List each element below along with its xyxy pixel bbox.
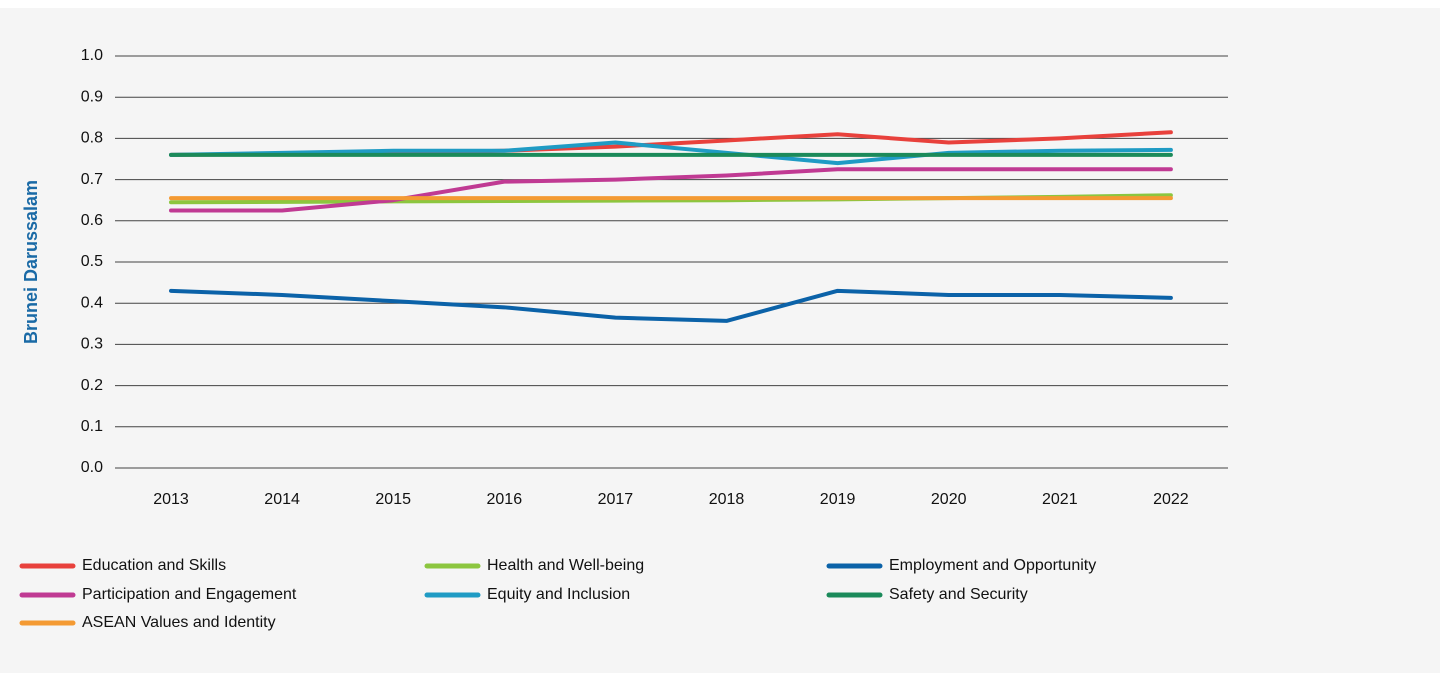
- x-tick-label: 2020: [931, 491, 967, 508]
- y-tick-label: 0.9: [81, 88, 103, 105]
- y-tick-label: 0.8: [81, 130, 103, 147]
- x-tick-label: 2014: [264, 491, 300, 508]
- series-line: [169, 288, 1173, 323]
- legend-label: ASEAN Values and Identity: [82, 614, 276, 631]
- legend-label: Health and Well-being: [487, 557, 644, 574]
- y-tick-label: 0.0: [81, 459, 103, 476]
- y-tick-label: 1.0: [81, 47, 103, 64]
- x-tick-label: 2019: [820, 491, 856, 508]
- background: [0, 8, 1440, 673]
- x-tick-label: 2016: [487, 491, 523, 508]
- legend-label: Safety and Security: [889, 586, 1028, 603]
- y-tick-label: 0.1: [81, 418, 103, 435]
- y-tick-label: 0.5: [81, 253, 103, 270]
- y-tick-label: 0.2: [81, 377, 103, 394]
- y-tick-label: 0.3: [81, 336, 103, 353]
- legend-label: Employment and Opportunity: [889, 557, 1096, 574]
- legend-label: Equity and Inclusion: [487, 586, 630, 603]
- x-tick-label: 2013: [153, 491, 189, 508]
- series-line: [169, 140, 1173, 166]
- x-tick-label: 2021: [1042, 491, 1078, 508]
- y-tick-label: 0.6: [81, 212, 103, 229]
- series-line: [169, 167, 1173, 213]
- y-axis-label: Brunei Darussalam: [21, 180, 41, 344]
- legend-label: Participation and Engagement: [82, 586, 297, 603]
- y-tick-label: 0.7: [81, 171, 103, 188]
- x-tick-label: 2015: [375, 491, 411, 508]
- x-tick-label: 2022: [1153, 491, 1189, 508]
- x-tick-label: 2017: [598, 491, 634, 508]
- legend-label: Education and Skills: [82, 557, 226, 574]
- x-tick-label: 2018: [709, 491, 745, 508]
- y-tick-label: 0.4: [81, 294, 103, 311]
